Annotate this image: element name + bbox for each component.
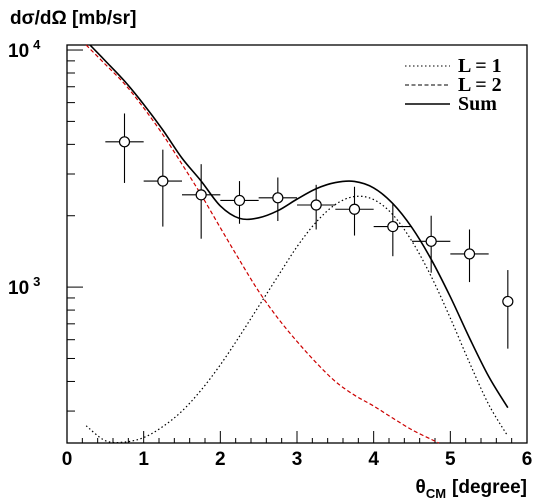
curve-l2	[85, 44, 440, 444]
y-axis-label: dσ/dΩ [mb/sr]	[10, 8, 136, 29]
data-marker	[157, 175, 169, 187]
x-tick-label: 2	[215, 449, 226, 470]
data-marker	[348, 203, 361, 215]
data-point	[335, 186, 374, 236]
data-marker	[272, 192, 284, 204]
x-axis-label: θCM [degree]	[416, 477, 527, 500]
x-tick-label: 3	[292, 449, 303, 470]
data-points	[105, 113, 514, 349]
axis-labels: 0 1 2 3 4 5 6 10 3 10 4 dσ/dΩ [mb/sr] θCM [degree]	[8, 8, 532, 500]
data-marker	[233, 194, 246, 207]
x-tick-label: 1	[138, 449, 149, 470]
data-point	[143, 149, 182, 227]
x-tick-label: 5	[445, 449, 456, 470]
curve-sum	[89, 44, 509, 409]
data-marker	[118, 136, 131, 148]
data-point	[105, 113, 144, 183]
data-point	[182, 164, 221, 239]
curve-l1	[85, 195, 509, 444]
x-tick-label: 4	[368, 449, 379, 470]
axis-ticks	[66, 49, 528, 443]
data-point	[297, 184, 336, 230]
data-marker	[310, 199, 322, 211]
data-point	[373, 203, 412, 257]
legend-label: Sum	[458, 93, 497, 115]
y-tick-label: 10 3	[8, 274, 40, 299]
legend-label: L = 1	[458, 55, 502, 77]
x-tick-label: 6	[522, 449, 533, 470]
data-marker	[425, 235, 437, 247]
x-tick-label: 0	[62, 449, 73, 470]
data-point	[412, 215, 451, 273]
data-point	[450, 229, 489, 283]
data-point	[258, 177, 297, 222]
data-marker	[463, 248, 476, 260]
data-point	[502, 270, 514, 349]
y-tick-label: 10 4	[8, 37, 41, 62]
data-marker	[195, 189, 207, 201]
data-marker	[387, 220, 399, 233]
model-curves	[85, 44, 509, 444]
data-point	[220, 181, 259, 224]
data-marker	[502, 295, 514, 308]
legend-label: L = 2	[458, 74, 502, 96]
